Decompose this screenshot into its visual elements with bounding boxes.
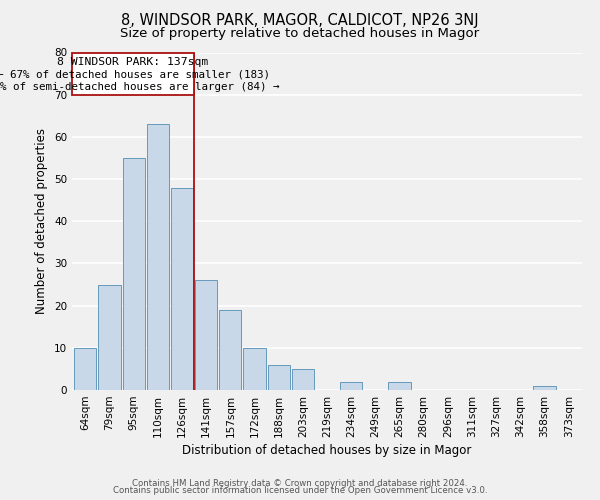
Bar [244, 348, 266, 390]
X-axis label: Distribution of detached houses by size in Magor: Distribution of detached houses by size … [182, 444, 472, 457]
Text: 31% of semi-detached houses are larger (84) →: 31% of semi-detached houses are larger (… [0, 82, 279, 92]
Bar [195, 280, 217, 390]
Bar [219, 310, 241, 390]
Bar [122, 158, 145, 390]
Text: 8 WINDSOR PARK: 137sqm: 8 WINDSOR PARK: 137sqm [58, 57, 209, 67]
Text: 8, WINDSOR PARK, MAGOR, CALDICOT, NP26 3NJ: 8, WINDSOR PARK, MAGOR, CALDICOT, NP26 3… [121, 12, 479, 28]
Text: Size of property relative to detached houses in Magor: Size of property relative to detached ho… [121, 28, 479, 40]
Bar [292, 369, 314, 390]
Text: Contains public sector information licensed under the Open Government Licence v3: Contains public sector information licen… [113, 486, 487, 495]
Bar [340, 382, 362, 390]
FancyBboxPatch shape [72, 52, 194, 94]
Y-axis label: Number of detached properties: Number of detached properties [35, 128, 49, 314]
Text: Contains HM Land Registry data © Crown copyright and database right 2024.: Contains HM Land Registry data © Crown c… [132, 478, 468, 488]
Bar [74, 348, 97, 390]
Bar [98, 284, 121, 390]
Bar [533, 386, 556, 390]
Bar [388, 382, 410, 390]
Bar [171, 188, 193, 390]
Bar [268, 364, 290, 390]
Text: ← 67% of detached houses are smaller (183): ← 67% of detached houses are smaller (18… [0, 70, 269, 80]
Bar [146, 124, 169, 390]
